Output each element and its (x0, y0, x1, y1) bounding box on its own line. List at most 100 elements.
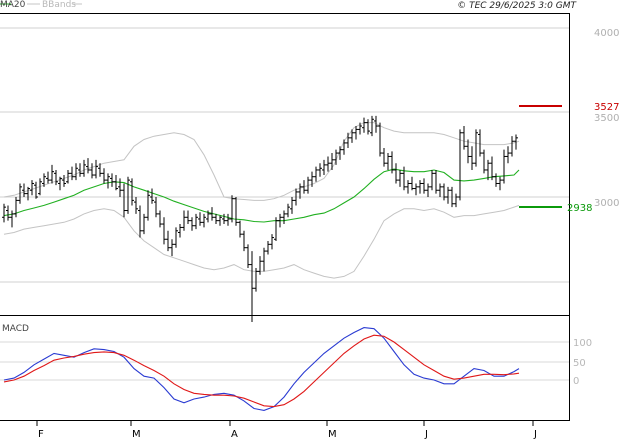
ohlc-bar (494, 173, 498, 187)
ohlc-bar (162, 217, 166, 245)
ohlc-bar (122, 183, 126, 218)
macd-panel-title: MACD (2, 324, 29, 334)
bbands-legend-label: BBands (42, 0, 76, 10)
ohlc-bar (390, 151, 394, 174)
ohlc-bar (14, 197, 18, 218)
ohlc-bar (246, 244, 250, 268)
ohlc-bar (418, 180, 422, 194)
x-axis-ticks (36, 420, 534, 426)
ohlc-bar (58, 176, 62, 191)
ohlc-bar (430, 169, 434, 191)
ohlc-bar (514, 134, 518, 150)
ohlc-bar (506, 146, 510, 164)
ohlc-bar (178, 224, 182, 238)
ohlc-bar (98, 163, 102, 177)
ohlc-bar (38, 178, 42, 196)
ohlc-bar (482, 149, 486, 174)
ohlc-bar (218, 215, 222, 226)
ohlc-bar (370, 115, 374, 137)
y-tick-3500: 3500 (594, 113, 619, 124)
ohlc-bar (94, 159, 98, 179)
ohlc-bar (54, 169, 58, 186)
ohlc-bar (210, 207, 214, 221)
ohlc-bar (202, 213, 206, 228)
ohlc-bar (2, 203, 6, 223)
ohlc-bar (322, 159, 326, 176)
ohlc-bar (214, 213, 218, 225)
ohlc-bar (142, 213, 146, 235)
ohlc-bar (442, 183, 446, 201)
ohlc-bar (146, 190, 150, 221)
ohlc-bar (366, 119, 370, 135)
price-panel: 4000 3500 3000 3527 2938 (0, 13, 619, 420)
ohlc-bar (382, 147, 386, 167)
ohlc-bar (358, 122, 362, 135)
ohlc-bar (274, 217, 278, 241)
ohlc-bar (330, 153, 334, 170)
ohlc-bar (394, 163, 398, 184)
ohlc-bar (234, 197, 238, 226)
ohlc-bar (458, 129, 462, 201)
macd-tick-100: 100 (573, 338, 592, 349)
signal-series-line (3, 334, 520, 408)
ohlc-bar (74, 163, 78, 181)
ohlc-bar (314, 166, 318, 182)
ma20-legend-label: MA20 (0, 0, 26, 10)
ohlc-bar (190, 217, 194, 231)
ohlc-bar (206, 210, 210, 223)
ohlc-bar (10, 210, 14, 228)
ohlc-bar (6, 205, 10, 221)
ohlc-bar (250, 251, 254, 323)
ohlc-bar (278, 213, 282, 228)
ohlc-bar (302, 180, 306, 194)
ohlc-bar (42, 173, 46, 187)
ohlc-bar (286, 203, 290, 218)
ohlc-bar (110, 173, 114, 187)
ohlc-bar (70, 166, 74, 181)
macd-series-line (3, 327, 520, 411)
ohlc-bar (26, 186, 30, 201)
ohlc-bar (82, 159, 86, 177)
x-label-may: M (328, 429, 337, 440)
resistance-label: 3527 (594, 102, 619, 113)
ohlc-bar (502, 149, 506, 184)
ohlc-bar (30, 180, 34, 196)
ohlc-bar (18, 183, 22, 204)
ohlc-bar (150, 188, 154, 204)
x-label-jun: J (424, 429, 428, 440)
ohlc-bar (450, 186, 454, 208)
ohlc-bar (402, 166, 406, 191)
upper-band-series-line (3, 122, 520, 201)
ohlc-bar (86, 158, 90, 174)
support-label: 2938 (567, 203, 592, 214)
ohlc-bar (290, 197, 294, 214)
ohlc-bar (78, 163, 82, 177)
ohlc-bar (478, 129, 482, 157)
ohlc-bar (338, 146, 342, 160)
ohlc-bar (346, 132, 350, 148)
ohlc-bar (126, 176, 130, 214)
ohlc-bar (166, 230, 170, 252)
x-label-apr: A (231, 429, 238, 440)
ohlc-bar (262, 247, 266, 272)
ohlc-bar (258, 256, 262, 275)
ohlc-bar (194, 213, 198, 230)
ohlc-bar (282, 210, 286, 225)
ohlc-bar (62, 175, 66, 187)
ohlc-bar (466, 139, 470, 164)
ohlc-bar (130, 178, 134, 206)
ohlc-bar (198, 212, 202, 226)
x-label-feb: F (38, 429, 44, 440)
ohlc-bar (378, 122, 382, 157)
ohlc-bar (318, 163, 322, 177)
ohlc-bar (170, 239, 174, 257)
ohlc-bar (410, 176, 414, 191)
ohlc-bar (254, 267, 258, 292)
x-label-jul: J (533, 429, 537, 440)
ohlc-bar (114, 175, 118, 191)
ohlc-bar (154, 197, 158, 218)
ohlc-bar (270, 234, 274, 250)
ohlc-bar (398, 169, 402, 187)
ohlc-bar (266, 240, 270, 255)
ohlc-bar (174, 227, 178, 248)
